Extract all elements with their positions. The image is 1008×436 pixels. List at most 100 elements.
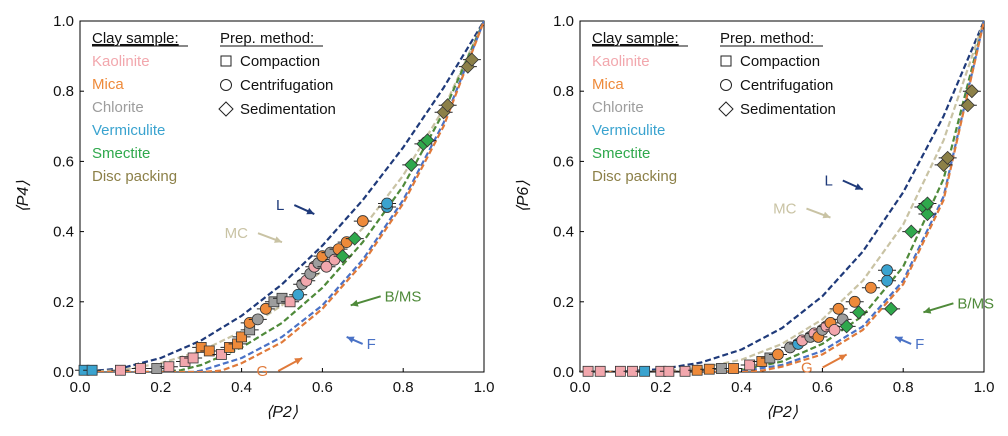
data-point-mica-circle: [356, 215, 369, 227]
data-point-kaolinite-square: [679, 365, 691, 377]
legend-clay-kaolinite: Kaolinite: [592, 53, 650, 70]
legend-clay-mica: Mica: [92, 76, 124, 93]
data-point-vermiculite-circle: [881, 274, 893, 287]
data-point-disc-packing-diamond: [960, 98, 975, 113]
data-point-disc-packing-diamond: [440, 98, 455, 113]
data-point-vermiculite-square: [86, 364, 98, 376]
data-point-smectite-diamond: [920, 206, 935, 222]
legend-clay-smectite: Smectite: [592, 145, 650, 162]
legend-clay-smectite: Smectite: [92, 145, 150, 162]
y-tick-label: 0.8: [53, 83, 74, 100]
data-point-smectite-diamond: [904, 224, 919, 239]
y-tick-label: 0.6: [53, 153, 74, 170]
y-tick-label: 1.0: [53, 13, 74, 30]
curve-g: [80, 21, 484, 372]
data-point-chlorite-circle: [251, 313, 264, 326]
annotation-label-l: L: [824, 172, 832, 189]
x-tick-label: 0.6: [812, 379, 833, 396]
annotation-label-g: G: [801, 359, 813, 376]
legend-prep-compaction: Compaction: [740, 53, 820, 70]
data-point-kaolinite-circle: [320, 260, 333, 273]
y-tick-label: 0.8: [553, 83, 574, 100]
legend-prep-sedimentation: Sedimentation: [740, 101, 836, 118]
left-points: [75, 52, 481, 376]
right-plot-frame: [579, 20, 985, 373]
right-points: [579, 84, 981, 377]
annotation-arrowhead-f: [346, 336, 355, 343]
y-tick-label: 1.0: [553, 13, 574, 30]
y-tick-label: 0.0: [53, 364, 74, 381]
y-tick-label: 0.2: [53, 294, 74, 311]
x-tick-label: 0.0: [70, 379, 91, 396]
legend-circle-marker: [220, 79, 232, 91]
legend-clay-kaolinite: Kaolinite: [92, 53, 150, 70]
data-point-smectite-diamond: [335, 249, 350, 264]
data-point-mica-square: [203, 345, 215, 357]
legend-prep-centrifugation: Centrifugation: [740, 77, 833, 94]
right-y-axis-label: ⟨P6⟩: [515, 180, 532, 213]
curve-mc: [80, 21, 484, 372]
data-point-smectite-diamond: [884, 301, 899, 316]
data-point-mica-circle: [832, 302, 845, 315]
data-point-kaolinite-square: [594, 365, 606, 377]
data-point-kaolinite-square: [284, 296, 296, 308]
data-point-mica-circle: [772, 348, 784, 361]
data-point-mica-square: [236, 331, 248, 343]
data-point-mica-square: [728, 363, 739, 374]
data-point-kaolinite-circle: [828, 323, 841, 336]
data-point-vermiculite-circle: [292, 288, 305, 301]
data-point-vermiculite-circle: [881, 264, 893, 277]
legend-clay-disc-packing: Disc packing: [92, 168, 177, 185]
legend-square-marker: [720, 55, 732, 67]
legend-clay-mica: Mica: [592, 76, 624, 93]
data-point-smectite-diamond: [839, 319, 854, 334]
legend-clay-header: Clay sample:: [592, 30, 679, 47]
annotation-label-mc: MC: [225, 225, 248, 242]
curve-g: [580, 21, 984, 372]
left-legend: Clay sample: Kaolinite Mica Chlorite Vermicu…: [92, 30, 336, 185]
data-point-disc-packing-diamond: [964, 84, 979, 99]
y-tick-label: 0.2: [553, 294, 574, 311]
data-point-kaolinite-square: [115, 364, 126, 376]
legend-circle-marker: [720, 79, 732, 91]
annotation-arrowhead-mc: [822, 211, 831, 219]
data-point-vermiculite-circle: [381, 197, 393, 210]
annotation-arrowhead-mc: [274, 236, 282, 243]
x-tick-label: 0.8: [893, 379, 914, 396]
legend-clay-vermiculite: Vermiculite: [592, 122, 665, 139]
left-chart-panel: 0.0 0.2 0.4 0.6 0.8 1.0 0.0 0.2 0.4 0.6 0.8 1.0 ⟨P2⟩…: [15, 13, 494, 421]
left-plot-frame: [79, 20, 485, 373]
x-tick-label: 0.4: [731, 379, 752, 396]
y-tick-label: 0.6: [553, 153, 574, 170]
y-tick-label: 0.4: [53, 224, 74, 241]
curve-l: [80, 21, 484, 372]
legend-clay-header: Clay sample:: [92, 30, 179, 47]
legend-prep-sedimentation: Sedimentation: [240, 101, 336, 118]
x-tick-label: 0.8: [393, 379, 414, 396]
data-point-kaolinite-square: [163, 361, 175, 373]
x-tick-label: 0.0: [570, 379, 591, 396]
x-tick-label: 0.4: [231, 379, 252, 396]
annotation-arrowhead-g: [294, 357, 303, 365]
data-point-smectite-diamond: [347, 231, 362, 246]
data-point-mica-circle: [864, 281, 877, 294]
y-tick-label: 0.4: [553, 224, 574, 241]
y-tick-label: 0.0: [553, 364, 574, 381]
legend-clay-chlorite: Chlorite: [92, 99, 144, 116]
left-x-axis-label: ⟨P2⟩: [266, 404, 299, 421]
data-point-kaolinite-square: [744, 359, 756, 371]
annotation-arrowhead-b-ms: [350, 299, 359, 307]
legend-clay-vermiculite: Vermiculite: [92, 122, 165, 139]
data-point-smectite-diamond: [420, 133, 435, 148]
legend-clay-chlorite: Chlorite: [592, 99, 644, 116]
legend-diamond-marker: [718, 101, 734, 117]
annotation-label-b-ms: B/MS: [957, 295, 994, 312]
right-x-axis-label: ⟨P2⟩: [766, 404, 799, 421]
x-tick-label: 0.2: [150, 379, 171, 396]
data-point-mica-square: [703, 363, 715, 375]
data-point-kaolinite-square: [135, 363, 147, 374]
x-tick-label: 1.0: [974, 379, 995, 396]
data-point-disc-packing-diamond: [464, 52, 479, 67]
legend-prep-header: Prep. method:: [220, 30, 314, 47]
annotation-arrowhead-l: [306, 207, 315, 215]
